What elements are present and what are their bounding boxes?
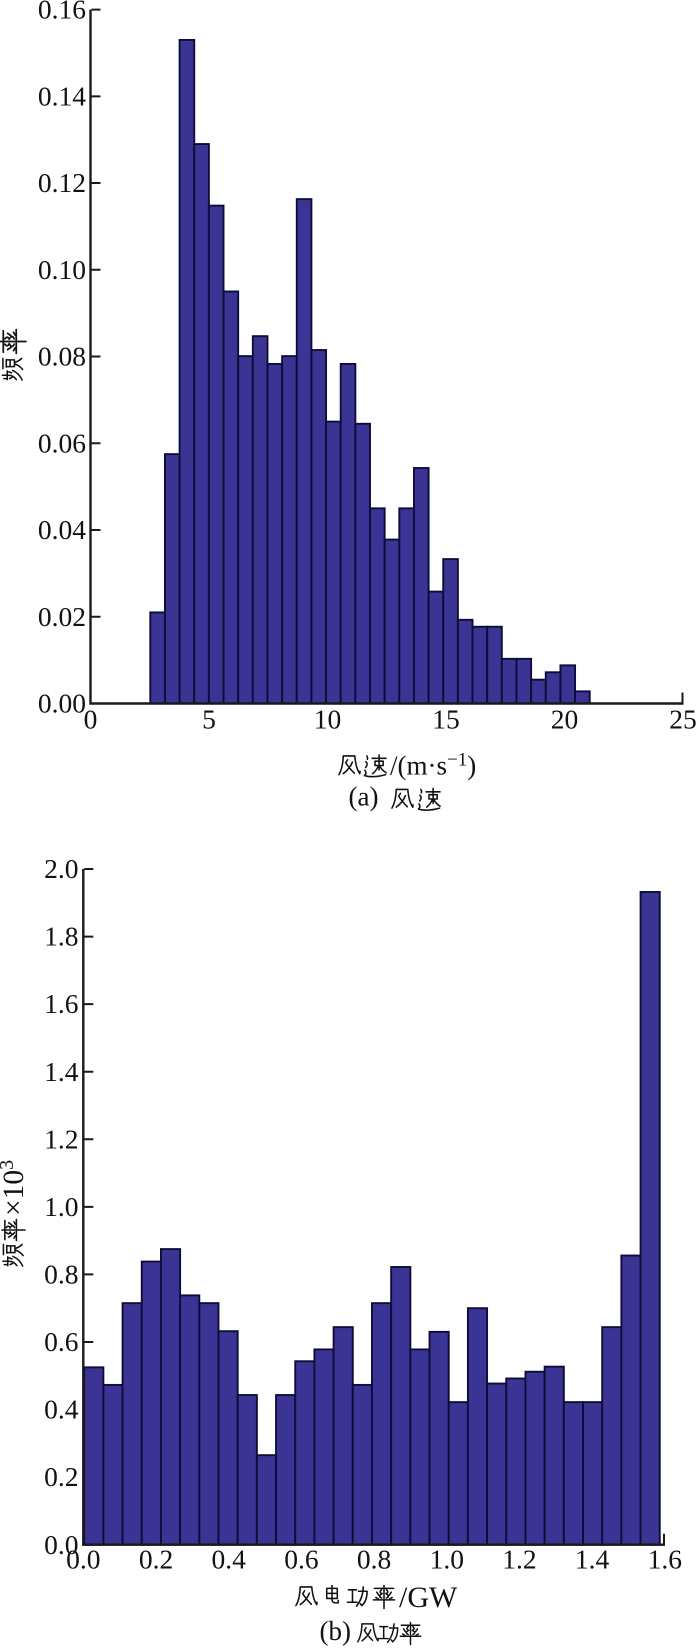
svg-text:0.08: 0.08: [38, 341, 86, 372]
svg-text:0.10: 0.10: [38, 254, 86, 285]
svg-text:0.06: 0.06: [38, 427, 86, 458]
svg-text:(a): (a): [349, 782, 379, 812]
svg-text:(b): (b): [320, 1616, 351, 1646]
svg-text:1.6: 1.6: [44, 988, 78, 1019]
svg-text:0.14: 0.14: [38, 80, 86, 111]
svg-text:0.2: 0.2: [139, 1544, 173, 1575]
svg-text:0.0: 0.0: [66, 1544, 100, 1575]
svg-text:0.16: 0.16: [38, 0, 86, 25]
svg-text:1.4: 1.4: [575, 1544, 610, 1575]
svg-text:0.8: 0.8: [44, 1259, 78, 1290]
svg-text:1.2: 1.2: [502, 1544, 536, 1575]
svg-text:5: 5: [202, 704, 216, 735]
svg-text:0.2: 0.2: [44, 1461, 78, 1492]
svg-text:1.8: 1.8: [44, 921, 78, 952]
svg-text:2.0: 2.0: [44, 853, 78, 884]
svg-text:0.4: 0.4: [44, 1394, 79, 1425]
svg-text:1.6: 1.6: [648, 1544, 682, 1575]
svg-text:1.0: 1.0: [430, 1544, 464, 1575]
svg-text:0.04: 0.04: [38, 514, 86, 545]
svg-text:1.0: 1.0: [44, 1191, 78, 1222]
svg-text:0.8: 0.8: [357, 1544, 391, 1575]
svg-text:0.6: 0.6: [44, 1326, 78, 1357]
svg-text:0.12: 0.12: [38, 167, 86, 198]
svg-text:0.0: 0.0: [44, 1529, 78, 1560]
svg-text:1.2: 1.2: [44, 1123, 78, 1154]
svg-text:1.4: 1.4: [44, 1056, 79, 1087]
svg-text:25: 25: [669, 704, 697, 735]
svg-text:0: 0: [84, 704, 98, 735]
svg-text:0.02: 0.02: [38, 601, 86, 632]
svg-text:20: 20: [551, 704, 579, 735]
svg-text:/GW: /GW: [399, 1581, 458, 1614]
svg-text:0.00: 0.00: [38, 688, 86, 719]
svg-text:0.6: 0.6: [284, 1544, 318, 1575]
svg-text:10: 10: [314, 704, 342, 735]
svg-text:0.4: 0.4: [212, 1544, 247, 1575]
svg-text:15: 15: [432, 704, 460, 735]
